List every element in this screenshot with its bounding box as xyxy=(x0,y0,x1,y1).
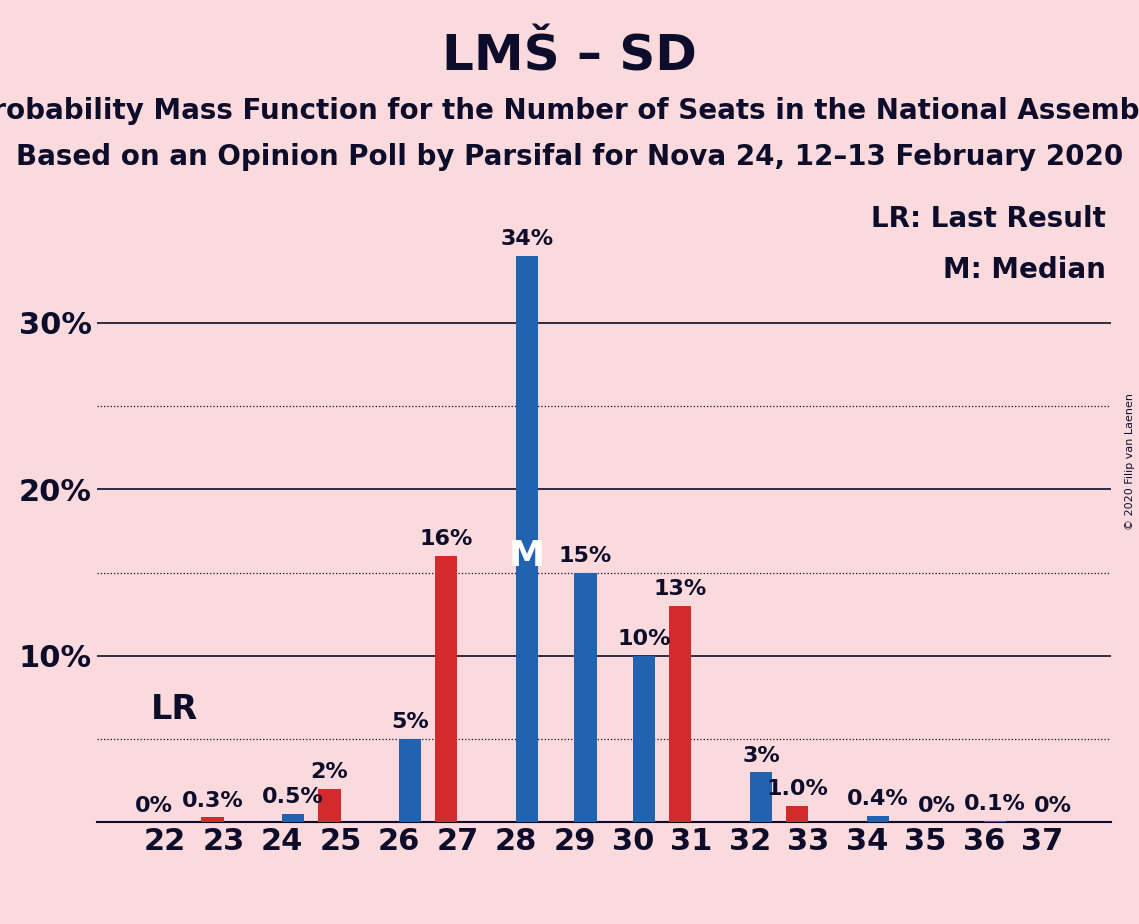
Bar xyxy=(669,606,691,822)
Text: LR: LR xyxy=(151,693,198,725)
Text: 10%: 10% xyxy=(617,629,671,650)
Text: 0.4%: 0.4% xyxy=(847,789,909,809)
Text: 34%: 34% xyxy=(500,229,554,249)
Text: 0.3%: 0.3% xyxy=(181,791,244,810)
Bar xyxy=(574,573,597,822)
Bar xyxy=(202,818,223,822)
Text: 1.0%: 1.0% xyxy=(767,779,828,799)
Bar xyxy=(984,821,1006,822)
Text: M: M xyxy=(509,540,546,573)
Text: Probability Mass Function for the Number of Seats in the National Assembly: Probability Mass Function for the Number… xyxy=(0,97,1139,125)
Text: 2%: 2% xyxy=(311,762,349,783)
Text: 0%: 0% xyxy=(917,796,956,816)
Bar xyxy=(435,556,458,822)
Text: Based on an Opinion Poll by Parsifal for Nova 24, 12–13 February 2020: Based on an Opinion Poll by Parsifal for… xyxy=(16,143,1123,171)
Bar xyxy=(749,772,772,822)
Text: 13%: 13% xyxy=(654,579,707,599)
Text: 16%: 16% xyxy=(419,529,473,549)
Text: 5%: 5% xyxy=(391,712,429,733)
Bar xyxy=(633,656,655,822)
Bar xyxy=(786,806,809,822)
Text: 0.1%: 0.1% xyxy=(964,794,1026,814)
Text: 0%: 0% xyxy=(136,796,173,816)
Bar xyxy=(516,256,539,822)
Text: 3%: 3% xyxy=(743,746,780,766)
Bar xyxy=(282,814,304,822)
Text: 15%: 15% xyxy=(559,546,612,565)
Bar xyxy=(867,816,890,822)
Bar xyxy=(318,789,341,822)
Text: © 2020 Filip van Laenen: © 2020 Filip van Laenen xyxy=(1125,394,1134,530)
Text: M: Median: M: Median xyxy=(943,256,1106,284)
Bar xyxy=(399,739,421,822)
Text: LR: Last Result: LR: Last Result xyxy=(870,205,1106,233)
Text: 0.5%: 0.5% xyxy=(262,787,325,808)
Text: LMŠ – SD: LMŠ – SD xyxy=(442,32,697,80)
Text: 0%: 0% xyxy=(1034,796,1072,816)
